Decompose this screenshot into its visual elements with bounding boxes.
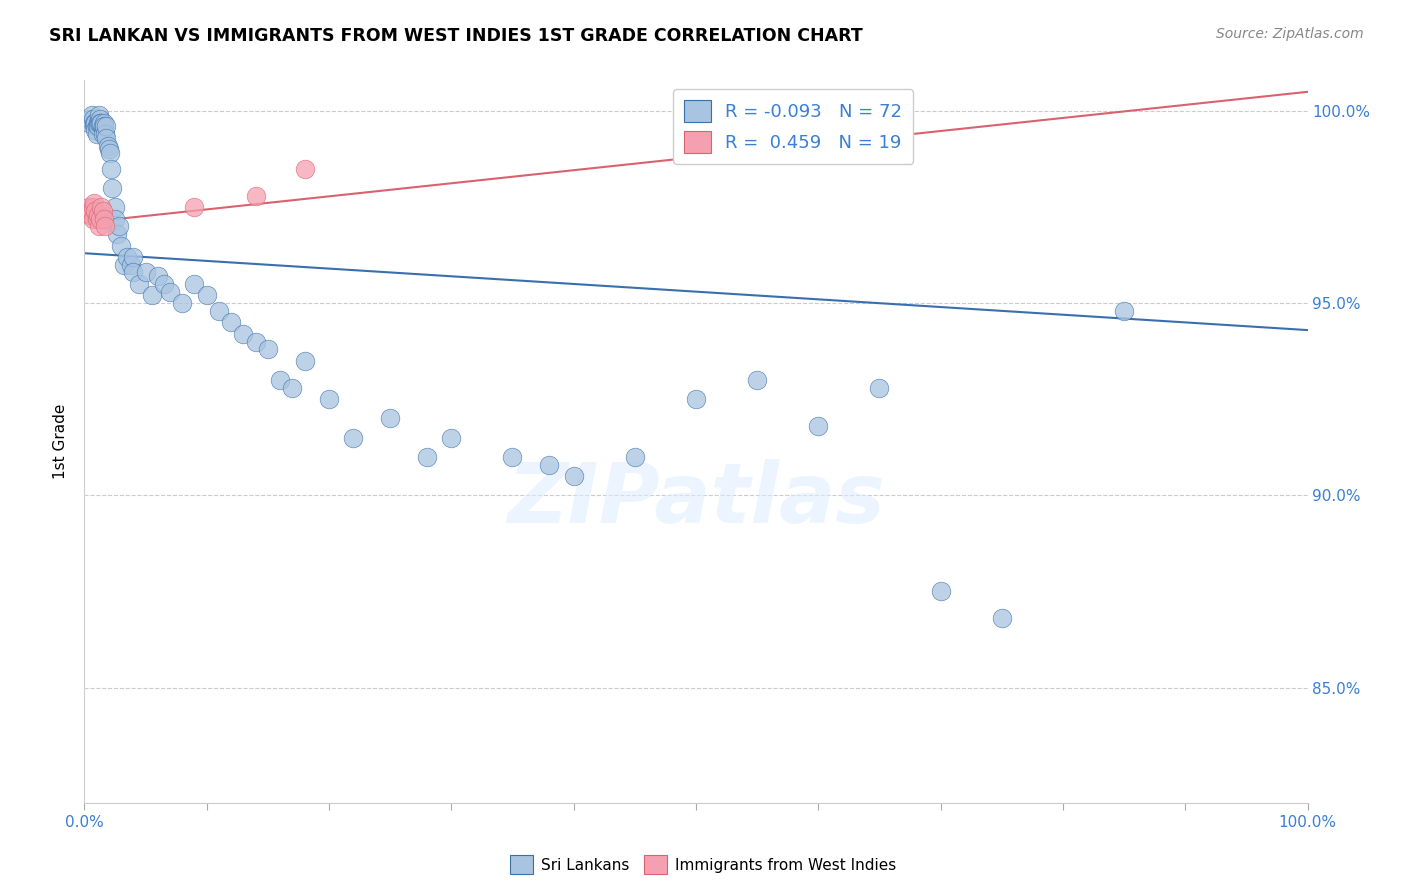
Point xyxy=(84,203,107,218)
Point xyxy=(624,450,647,464)
Point xyxy=(89,211,111,226)
Point xyxy=(120,258,142,272)
Point xyxy=(87,115,110,129)
Point xyxy=(110,238,132,252)
Point xyxy=(1114,304,1136,318)
Point xyxy=(87,108,110,122)
Point xyxy=(104,211,127,226)
Text: Source: ZipAtlas.com: Source: ZipAtlas.com xyxy=(1216,27,1364,41)
Point xyxy=(101,181,124,195)
Point xyxy=(380,411,402,425)
Legend: R = -0.093   N = 72, R =  0.459   N = 19: R = -0.093 N = 72, R = 0.459 N = 19 xyxy=(673,89,914,164)
Point xyxy=(91,120,114,134)
Point xyxy=(94,219,117,234)
Point xyxy=(107,219,129,234)
Point xyxy=(87,208,110,222)
Point xyxy=(93,211,115,226)
Point xyxy=(97,143,120,157)
Point xyxy=(90,200,112,214)
Point xyxy=(83,120,105,134)
Point xyxy=(208,304,231,318)
Point xyxy=(93,120,115,134)
Point xyxy=(342,431,364,445)
Point xyxy=(172,296,194,310)
Point xyxy=(96,131,118,145)
Point xyxy=(122,265,145,279)
Point xyxy=(96,120,118,134)
Point xyxy=(807,419,830,434)
Point xyxy=(195,288,218,302)
Point xyxy=(91,127,114,141)
Point xyxy=(183,277,205,291)
Point xyxy=(269,373,291,387)
Point xyxy=(232,326,254,341)
Point xyxy=(100,161,122,176)
Point xyxy=(87,219,110,234)
Point xyxy=(89,115,111,129)
Point xyxy=(86,120,108,134)
Point xyxy=(122,250,145,264)
Point xyxy=(318,392,340,407)
Point xyxy=(77,115,100,129)
Point xyxy=(97,138,120,153)
Point xyxy=(135,265,157,279)
Point xyxy=(747,373,769,387)
Point xyxy=(141,288,163,302)
Point xyxy=(153,277,176,291)
Point xyxy=(77,200,100,214)
Point xyxy=(146,269,169,284)
Point xyxy=(84,115,107,129)
Point xyxy=(294,354,316,368)
Point xyxy=(257,343,280,357)
Point xyxy=(183,200,205,214)
Point xyxy=(219,315,242,329)
Point xyxy=(159,285,181,299)
Point xyxy=(105,227,128,241)
Point xyxy=(89,112,111,126)
Point xyxy=(90,115,112,129)
Point xyxy=(245,334,267,349)
Point xyxy=(91,203,114,218)
Point xyxy=(82,200,104,214)
Point xyxy=(98,146,121,161)
Point xyxy=(112,258,135,272)
Point xyxy=(416,450,439,464)
Point xyxy=(562,469,585,483)
Point xyxy=(94,127,117,141)
Point xyxy=(502,450,524,464)
Point xyxy=(115,250,138,264)
Point xyxy=(538,458,561,472)
Point xyxy=(82,211,104,226)
Point xyxy=(86,127,108,141)
Point xyxy=(86,211,108,226)
Point xyxy=(245,188,267,202)
Point xyxy=(128,277,150,291)
Point xyxy=(80,108,103,122)
Text: SRI LANKAN VS IMMIGRANTS FROM WEST INDIES 1ST GRADE CORRELATION CHART: SRI LANKAN VS IMMIGRANTS FROM WEST INDIE… xyxy=(49,27,863,45)
Point xyxy=(929,584,952,599)
Point xyxy=(84,123,107,137)
Point xyxy=(83,196,105,211)
Point xyxy=(77,203,100,218)
Text: ZIPatlas: ZIPatlas xyxy=(508,458,884,540)
Point xyxy=(991,611,1014,625)
Point xyxy=(80,203,103,218)
Point xyxy=(104,200,127,214)
Point xyxy=(79,208,101,222)
Legend: Sri Lankans, Immigrants from West Indies: Sri Lankans, Immigrants from West Indies xyxy=(503,849,903,880)
Point xyxy=(87,120,110,134)
Point xyxy=(294,161,316,176)
Point xyxy=(93,115,115,129)
Point xyxy=(685,392,707,407)
Point xyxy=(281,381,304,395)
Point xyxy=(869,381,891,395)
Point xyxy=(79,112,101,126)
Point xyxy=(83,115,105,129)
Y-axis label: 1st Grade: 1st Grade xyxy=(53,404,69,479)
Point xyxy=(440,431,463,445)
Point xyxy=(82,112,104,126)
Point xyxy=(87,115,110,129)
